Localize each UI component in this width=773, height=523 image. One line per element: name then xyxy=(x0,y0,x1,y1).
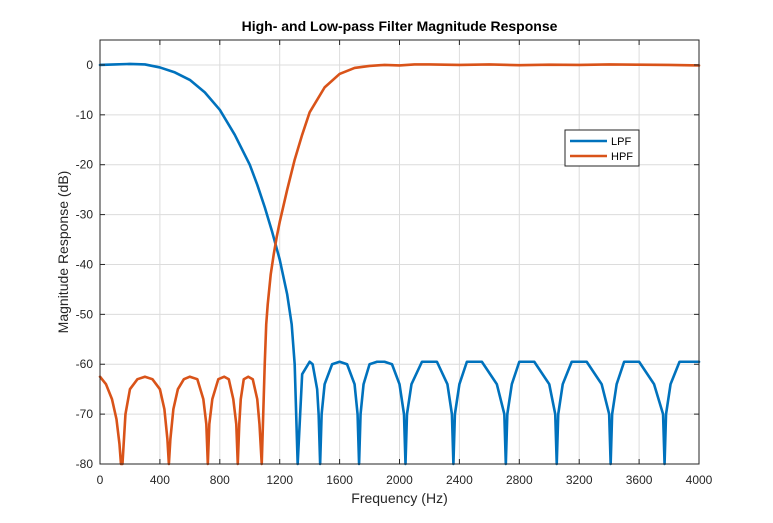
x-axis-ticks: 0 400 800 1200 1600 2000 2400 2800 3200 3600 4000 xyxy=(97,40,713,487)
y-axis-label: Magnitude Response (dB) xyxy=(55,171,71,334)
series-lines xyxy=(98,62,701,466)
chart-title: High- and Low-pass Filter Magnitude Resp… xyxy=(242,18,558,34)
y-tick-label: -60 xyxy=(76,357,94,371)
x-tick-label: 3200 xyxy=(566,473,593,487)
y-axis-ticks: 0 -10 -20 -30 -40 -50 -60 -70 -80 xyxy=(76,58,699,471)
y-tick-label: -40 xyxy=(76,257,94,271)
y-tick-label: -80 xyxy=(76,457,94,471)
x-tick-label: 400 xyxy=(150,473,170,487)
x-tick-label: 2400 xyxy=(446,473,473,487)
x-tick-label: 2800 xyxy=(506,473,533,487)
legend-label-lpf: LPF xyxy=(611,136,631,148)
x-tick-label: 3600 xyxy=(626,473,653,487)
legend-label-hpf: HPF xyxy=(611,151,633,163)
x-tick-label: 4000 xyxy=(686,473,713,487)
x-tick-label: 1600 xyxy=(326,473,353,487)
x-tick-label: 1200 xyxy=(266,473,293,487)
x-axis-label: Frequency (Hz) xyxy=(351,490,447,506)
legend: LPF HPF xyxy=(564,129,640,167)
x-tick-label: 2000 xyxy=(386,473,413,487)
x-tick-label: 800 xyxy=(210,473,230,487)
y-tick-label: -50 xyxy=(76,307,94,321)
y-tick-label: -70 xyxy=(76,407,94,421)
y-tick-label: -10 xyxy=(76,108,94,122)
y-tick-label: 0 xyxy=(86,58,93,72)
y-tick-label: -20 xyxy=(76,158,94,172)
legend-box xyxy=(564,129,640,167)
series-line-hpf xyxy=(98,63,701,466)
x-tick-label: 0 xyxy=(97,473,104,487)
y-tick-label: -30 xyxy=(76,208,94,222)
